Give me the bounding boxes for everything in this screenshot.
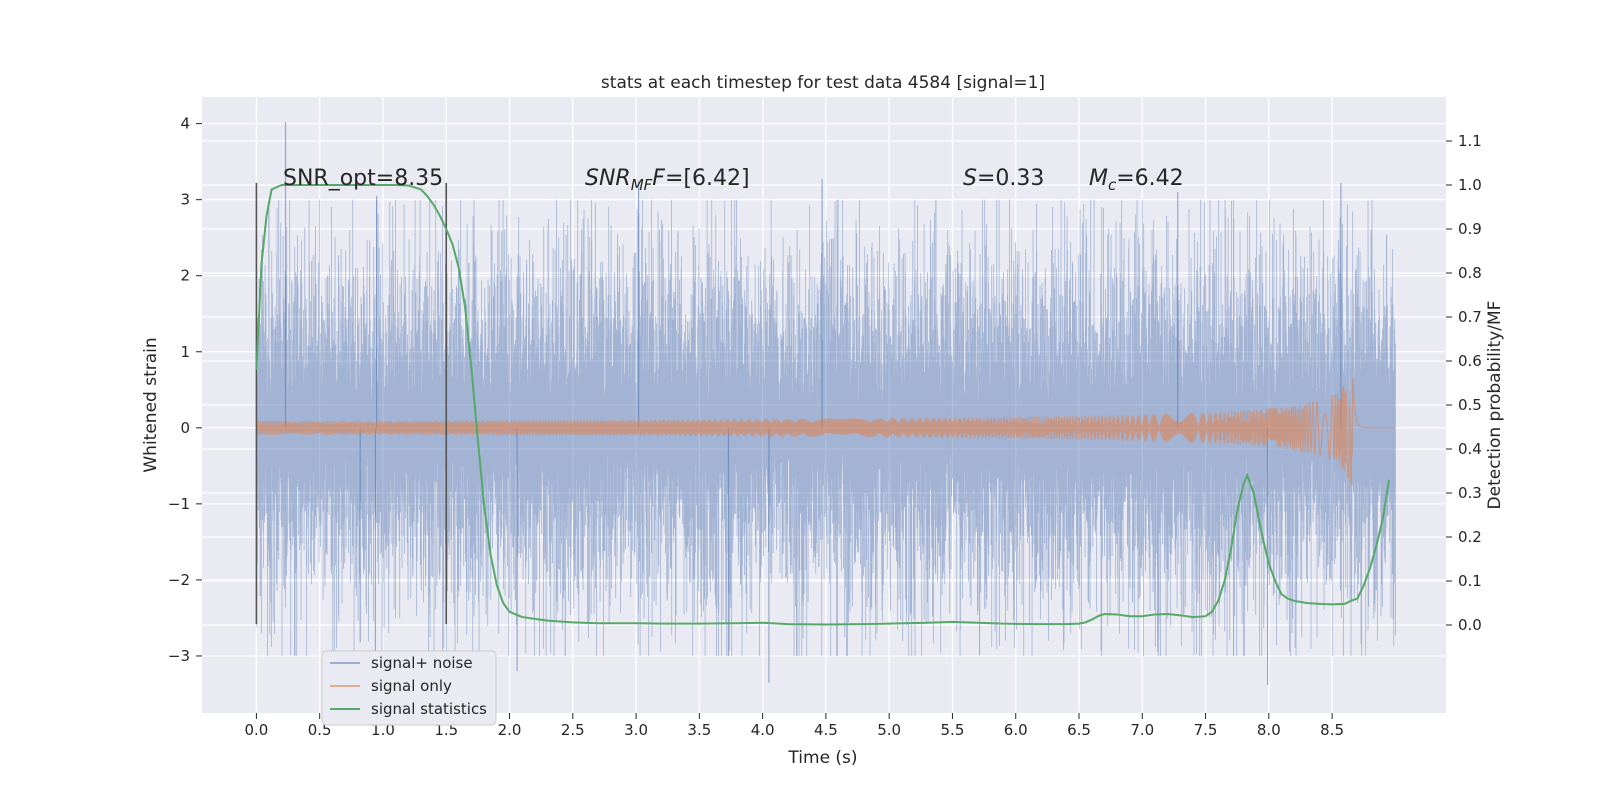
x-axis-ticks: 0.0 0.5 1.0 1.5 2.0 2.5 3.0 3.5 4.0 4.5 5.0 5.5 6.0 6… [244, 713, 1344, 739]
y-axis-label: Whitened strain [141, 337, 161, 472]
y2-tick-label: 0.6 [1458, 352, 1482, 370]
y-tick-label: −2 [168, 571, 190, 589]
y-tick-label: −3 [168, 647, 190, 665]
x-axis-label: Time (s) [787, 748, 857, 768]
y2-tick-label: 1.0 [1458, 176, 1482, 194]
y-tick-label: 3 [180, 191, 190, 209]
legend-label-noise: signal+ noise [371, 654, 473, 672]
x-tick-label: 8.0 [1257, 721, 1281, 739]
x-tick-label: 3.5 [687, 721, 711, 739]
x-tick-label: 7.5 [1194, 721, 1218, 739]
x-tick-label: 2.0 [498, 721, 522, 739]
y2-tick-label: 0.2 [1458, 528, 1482, 546]
legend-label-stats: signal statistics [371, 700, 487, 718]
y-axis-ticks: −3 −2 −1 0 1 2 3 4 [168, 115, 202, 665]
stats-series [255, 184, 1391, 626]
stats-line [255, 184, 1391, 626]
x-tick-label: 4.5 [814, 721, 838, 739]
chart-title: stats at each timestep for test data 458… [601, 73, 1045, 93]
legend-label-signal: signal only [371, 677, 452, 695]
y-tick-label: 0 [180, 419, 190, 437]
y-tick-label: 1 [180, 343, 190, 361]
x-tick-label: 2.5 [561, 721, 585, 739]
x-tick-label: 0.5 [308, 721, 332, 739]
y-tick-label: 4 [180, 115, 190, 133]
x-tick-label: 4.0 [751, 721, 775, 739]
y2-axis-label: Detection probability/MF [1485, 301, 1505, 510]
y2-tick-label: 0.1 [1458, 572, 1482, 590]
y2-tick-label: 0.8 [1458, 264, 1482, 282]
x-tick-label: 6.5 [1067, 721, 1091, 739]
y2-tick-label: 0.3 [1458, 484, 1482, 502]
x-tick-label: 3.0 [624, 721, 648, 739]
y2-tick-label: 0.7 [1458, 308, 1482, 326]
y2-tick-label: 0.9 [1458, 220, 1482, 238]
y2-tick-label: 0.4 [1458, 440, 1482, 458]
y-tick-label: −1 [168, 495, 190, 513]
x-tick-label: 8.5 [1320, 721, 1344, 739]
annotation-s: S=0.33 [963, 166, 1044, 191]
y2-tick-label: 0.5 [1458, 396, 1482, 414]
x-tick-label: 7.0 [1130, 721, 1154, 739]
x-tick-label: 6.0 [1004, 721, 1028, 739]
x-tick-label: 0.0 [244, 721, 268, 739]
y-tick-label: 2 [180, 267, 190, 285]
y2-tick-label: 1.1 [1458, 132, 1482, 150]
y2-tick-label: 0.0 [1458, 616, 1482, 634]
annotation-snr-opt: SNR_opt=8.35 [283, 166, 443, 191]
annotation-snr-mf: SNRMFF=[6.42] [585, 166, 750, 194]
annotation-mc: Mc=6.42 [1089, 166, 1184, 194]
legend: signal+ noise signal only signal statist… [321, 650, 497, 726]
window-markers [255, 182, 448, 625]
x-tick-label: 5.0 [877, 721, 901, 739]
legend-box [321, 650, 497, 726]
x-tick-label: 5.5 [941, 721, 965, 739]
y2-axis-ticks: 0.0 0.1 0.2 0.3 0.4 0.5 0.6 0.7 0.8 0.9 1.0 1.1 [1446, 132, 1482, 634]
